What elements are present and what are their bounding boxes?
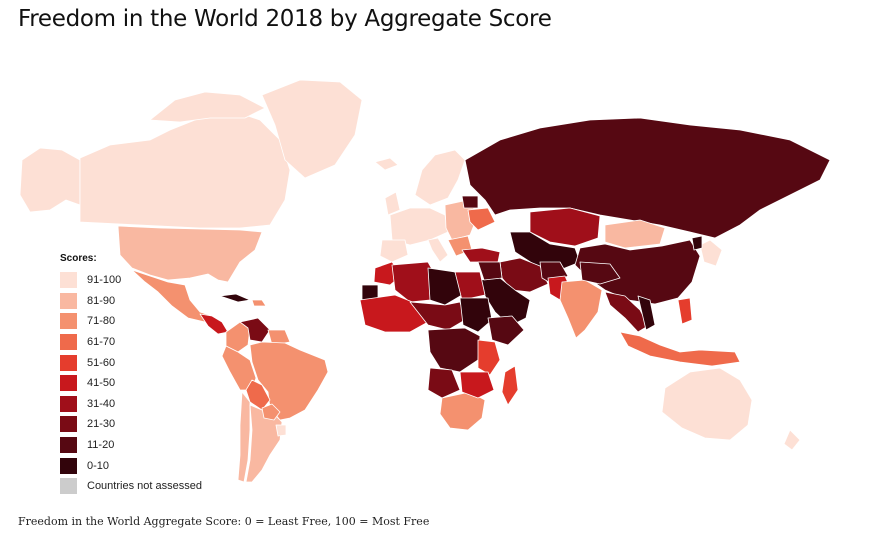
legend-swatch <box>60 375 77 392</box>
region-iberia <box>379 239 409 263</box>
legend-label: 81-90 <box>87 294 116 307</box>
legend-label: 21-30 <box>87 418 116 431</box>
region-southeast-asia <box>604 291 649 333</box>
region-turkey <box>461 247 501 263</box>
region-canada-islands <box>149 91 266 123</box>
legend-label: 0-10 <box>87 459 110 472</box>
legend-item: 61-70 <box>60 332 202 353</box>
region-canada <box>79 109 291 229</box>
region-scandinavia <box>414 149 466 206</box>
region-indonesia <box>619 331 741 367</box>
region-italy <box>427 237 449 263</box>
legend-label: Countries not assessed <box>87 480 202 493</box>
legend-item: 71-80 <box>60 311 202 332</box>
region-angola <box>427 367 461 399</box>
region-west-africa <box>359 294 429 333</box>
region-zambia-moz <box>459 371 495 399</box>
legend-item: 51-60 <box>60 352 202 373</box>
region-libya <box>427 267 463 306</box>
legend-label: 41-50 <box>87 377 116 390</box>
region-mongolia <box>604 219 666 249</box>
region-iran <box>499 257 549 293</box>
region-india <box>559 279 603 339</box>
legend-swatch <box>60 334 77 351</box>
region-horn-of-africa <box>487 315 525 346</box>
region-chile <box>237 391 251 483</box>
legend-label: 31-40 <box>87 397 116 410</box>
legend-item: 31-40 <box>60 394 202 415</box>
region-philippines <box>677 297 693 325</box>
legend-swatch <box>60 354 77 371</box>
footnote: Freedom in the World Aggregate Score: 0 … <box>18 515 430 528</box>
region-egypt <box>454 271 486 301</box>
region-korea-japan <box>699 239 723 267</box>
legend-title: Scores: <box>60 253 97 264</box>
legend-item: 11-20 <box>60 435 202 456</box>
region-iceland <box>374 157 399 171</box>
region-iraq-syria <box>477 261 503 281</box>
legend-label: 91-100 <box>87 274 122 287</box>
region-central-america <box>199 313 229 335</box>
region-alaska <box>19 147 81 213</box>
region-australia <box>661 367 753 441</box>
legend-label: 11-20 <box>87 439 115 452</box>
region-tibet <box>579 261 621 285</box>
legend-item: Countries not assessed <box>60 476 202 497</box>
region-central-africa <box>427 327 481 373</box>
legend-swatch <box>60 457 77 474</box>
legend-label: 71-80 <box>87 315 116 328</box>
region-ukraine <box>467 207 496 231</box>
legend-item: 81-90 <box>60 291 202 312</box>
legend-label: 51-60 <box>87 356 116 369</box>
region-east-africa <box>477 339 501 376</box>
legend-swatch <box>60 292 77 309</box>
legend-label: 61-70 <box>87 336 116 349</box>
region-greenland <box>261 79 363 179</box>
map-title: Freedom in the World 2018 by Aggregate S… <box>18 6 552 32</box>
legend-item: 0-10 <box>60 455 202 476</box>
legend-swatch <box>60 395 77 412</box>
region-guianas <box>267 329 291 346</box>
legend: Scores: 91-100 81-90 71-80 61-70 51-60 41-50 3… <box>60 253 202 497</box>
legend-swatch <box>60 313 77 330</box>
region-madagascar <box>501 365 519 406</box>
legend-item: 41-50 <box>60 373 202 394</box>
region-sudan <box>459 297 493 333</box>
legend-swatch <box>60 437 77 454</box>
region-uk <box>384 191 401 216</box>
legend-swatch <box>60 416 77 433</box>
region-belarus <box>461 195 479 209</box>
legend-swatch <box>60 272 77 289</box>
region-paraguay <box>261 403 281 421</box>
region-vietnam <box>637 295 656 331</box>
region-usa <box>117 225 263 283</box>
legend-swatch <box>60 478 77 495</box>
region-new-zealand <box>783 429 801 451</box>
legend-item: 91-100 <box>60 270 202 291</box>
region-caribbean <box>251 299 267 307</box>
region-uruguay <box>275 424 287 437</box>
region-north-korea <box>691 235 703 251</box>
region-cuba <box>219 293 251 303</box>
region-russia <box>464 117 831 239</box>
legend-item: 21-30 <box>60 414 202 435</box>
